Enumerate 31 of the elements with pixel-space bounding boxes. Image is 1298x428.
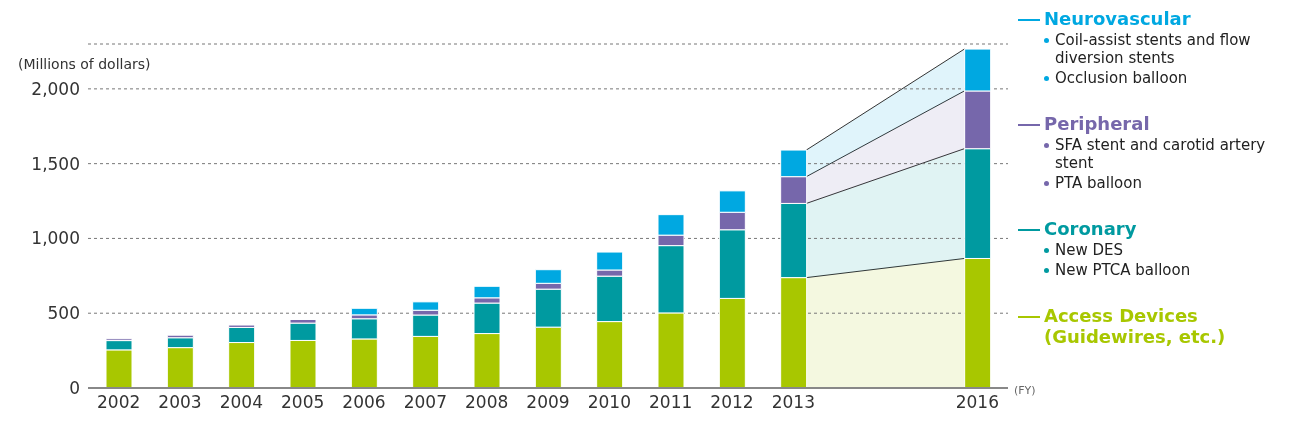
y-axis-title: (Millions of dollars): [18, 56, 151, 72]
text: PTA balloon: [1055, 174, 1142, 192]
legend-label: Access Devices (Guidewires, etc.): [1044, 305, 1227, 347]
x-tick-label: 2005: [281, 392, 325, 413]
x-tick-label: 2004: [219, 392, 263, 413]
bar: [350, 307, 378, 316]
text: SFA stent and carotid artery stent: [1055, 136, 1267, 172]
x-axis-title: (FY): [1014, 384, 1036, 397]
text: Occlusion balloon: [1055, 69, 1188, 87]
x-tick-label: 2003: [158, 392, 202, 413]
x-tick-label: 2016: [955, 392, 999, 413]
x-tick-label: 2012: [710, 392, 754, 413]
legend-label: Peripheral: [1044, 113, 1151, 134]
y-tick-label: 0: [69, 378, 80, 399]
x-tick-label: 2011: [649, 392, 693, 413]
x-tick-label: 2009: [526, 392, 570, 413]
y-tick-label: 1,500: [31, 153, 80, 174]
x-tick-label: 2010: [587, 392, 631, 413]
x-tick-label: 2013: [771, 392, 815, 413]
legend-label: Neurovascular: [1044, 8, 1192, 29]
x-tick-label: 2002: [97, 392, 141, 413]
text: New PTCA balloon: [1055, 261, 1191, 279]
y-tick-label: 2,000: [31, 78, 80, 99]
x-tick-label: 2006: [342, 392, 386, 413]
y-tick-label: 500: [47, 303, 80, 324]
legend-label: Coronary: [1044, 218, 1138, 239]
y-tick-label: 1,000: [31, 228, 80, 249]
text: New DES: [1055, 241, 1124, 259]
x-tick-label: 2008: [465, 392, 509, 413]
x-tick-label: 2007: [403, 392, 447, 413]
text: Coil-assist stents and flow diversion stents: [1055, 31, 1252, 67]
